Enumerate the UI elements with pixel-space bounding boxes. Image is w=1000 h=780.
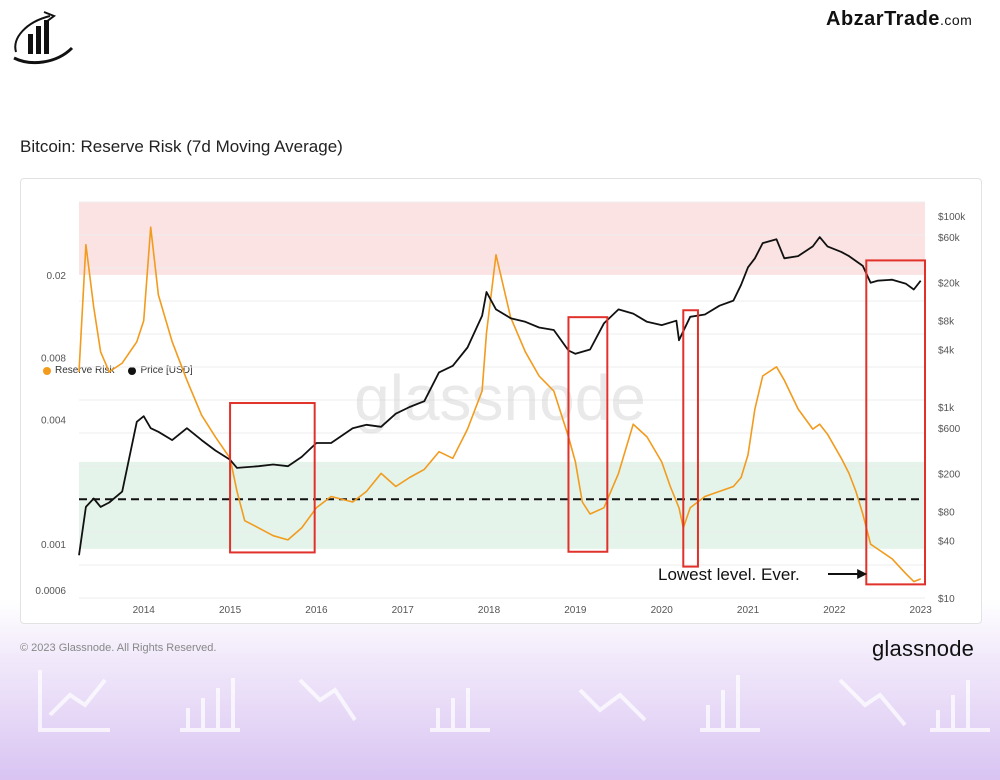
chart-title: Bitcoin: Reserve Risk (7d Moving Average… xyxy=(20,137,343,156)
y-right-tick-label: $200 xyxy=(938,470,961,481)
brand-wordmark: AbzarTrade.com xyxy=(826,8,972,31)
x-tick-label: 2016 xyxy=(305,605,328,616)
annotation-box-1 xyxy=(229,402,316,554)
bar-chart-icon xyxy=(180,678,240,732)
annotation-lowest-level: Lowest level. Ever. xyxy=(658,565,800,584)
y-right-tick-label: $4k xyxy=(938,345,955,356)
annotation-box-4 xyxy=(865,259,927,586)
y-right-tick-label: $100k xyxy=(938,212,966,223)
y-right-tick-label: $8k xyxy=(938,317,955,328)
y-right-tick-label: $80 xyxy=(938,508,955,519)
y-right-tick-label: $20k xyxy=(938,279,961,290)
chart-up-icon xyxy=(38,670,110,732)
series-line-price-usd xyxy=(78,236,922,556)
decorative-icons-banner xyxy=(38,670,990,732)
y-left-tick-label: 0.02 xyxy=(47,271,67,282)
bar-chart-icon xyxy=(700,675,760,732)
y-left-tick-label: 0.008 xyxy=(41,353,66,364)
legend-item-price[interactable]: Price [USD] xyxy=(128,365,193,376)
zone-low-risk xyxy=(79,461,925,549)
bar-chart-icon xyxy=(430,688,490,732)
zone-high-risk xyxy=(79,202,925,275)
chart-legend: Reserve Risk Price [USD] xyxy=(43,365,193,376)
y-right-tick-label: $600 xyxy=(938,424,961,435)
chart-down-icon xyxy=(298,678,357,722)
y-right-tick-label: $60k xyxy=(938,233,961,244)
copyright-text: © 2023 Glassnode. All Rights Reserved. xyxy=(20,642,217,654)
x-tick-label: 2014 xyxy=(133,605,156,616)
y-left-tick-label: 0.0006 xyxy=(35,586,66,597)
series-line-reserve-risk xyxy=(78,226,921,583)
x-tick-label: 2019 xyxy=(564,605,587,616)
annotation-arrow-head xyxy=(857,569,868,579)
legend-label-price: Price [USD] xyxy=(140,365,193,376)
x-tick-label: 2015 xyxy=(219,605,242,616)
chart-down-icon xyxy=(838,678,907,727)
y-right-tick-label: $1k xyxy=(938,403,955,414)
y-right-tick-label: $10 xyxy=(938,594,955,605)
legend-dot-reserve-risk xyxy=(43,366,51,375)
x-tick-label: 2020 xyxy=(651,605,674,616)
x-tick-label: 2018 xyxy=(478,605,501,616)
chart-up-icon xyxy=(578,688,647,722)
brand-tld: .com xyxy=(939,12,973,28)
watermark-text: glassnode xyxy=(354,362,646,434)
x-tick-label: 2021 xyxy=(737,605,760,616)
x-tick-label: 2017 xyxy=(392,605,415,616)
x-tick-label: 2022 xyxy=(823,605,846,616)
annotation-box-3 xyxy=(682,309,699,568)
bar-chart-icon xyxy=(930,680,990,732)
legend-dot-price xyxy=(128,366,137,375)
y-left-tick-label: 0.004 xyxy=(41,416,66,427)
y-left-tick-label: 0.001 xyxy=(41,540,66,551)
annotation-box-2 xyxy=(567,316,609,553)
glassnode-logo: glassnode xyxy=(872,636,975,661)
y-right-tick-label: $40 xyxy=(938,536,955,547)
abzartrade-logo-icon xyxy=(13,11,74,65)
reserve-risk-chart: glassnode Lowest level. Ever. 0.02 0.008 0.0… xyxy=(35,201,966,616)
legend-item-reserve-risk[interactable]: Reserve Risk xyxy=(43,365,114,376)
x-tick-label: 2023 xyxy=(910,605,933,616)
legend-label-reserve-risk: Reserve Risk xyxy=(55,365,115,376)
brand-name: AbzarTrade xyxy=(826,8,940,30)
